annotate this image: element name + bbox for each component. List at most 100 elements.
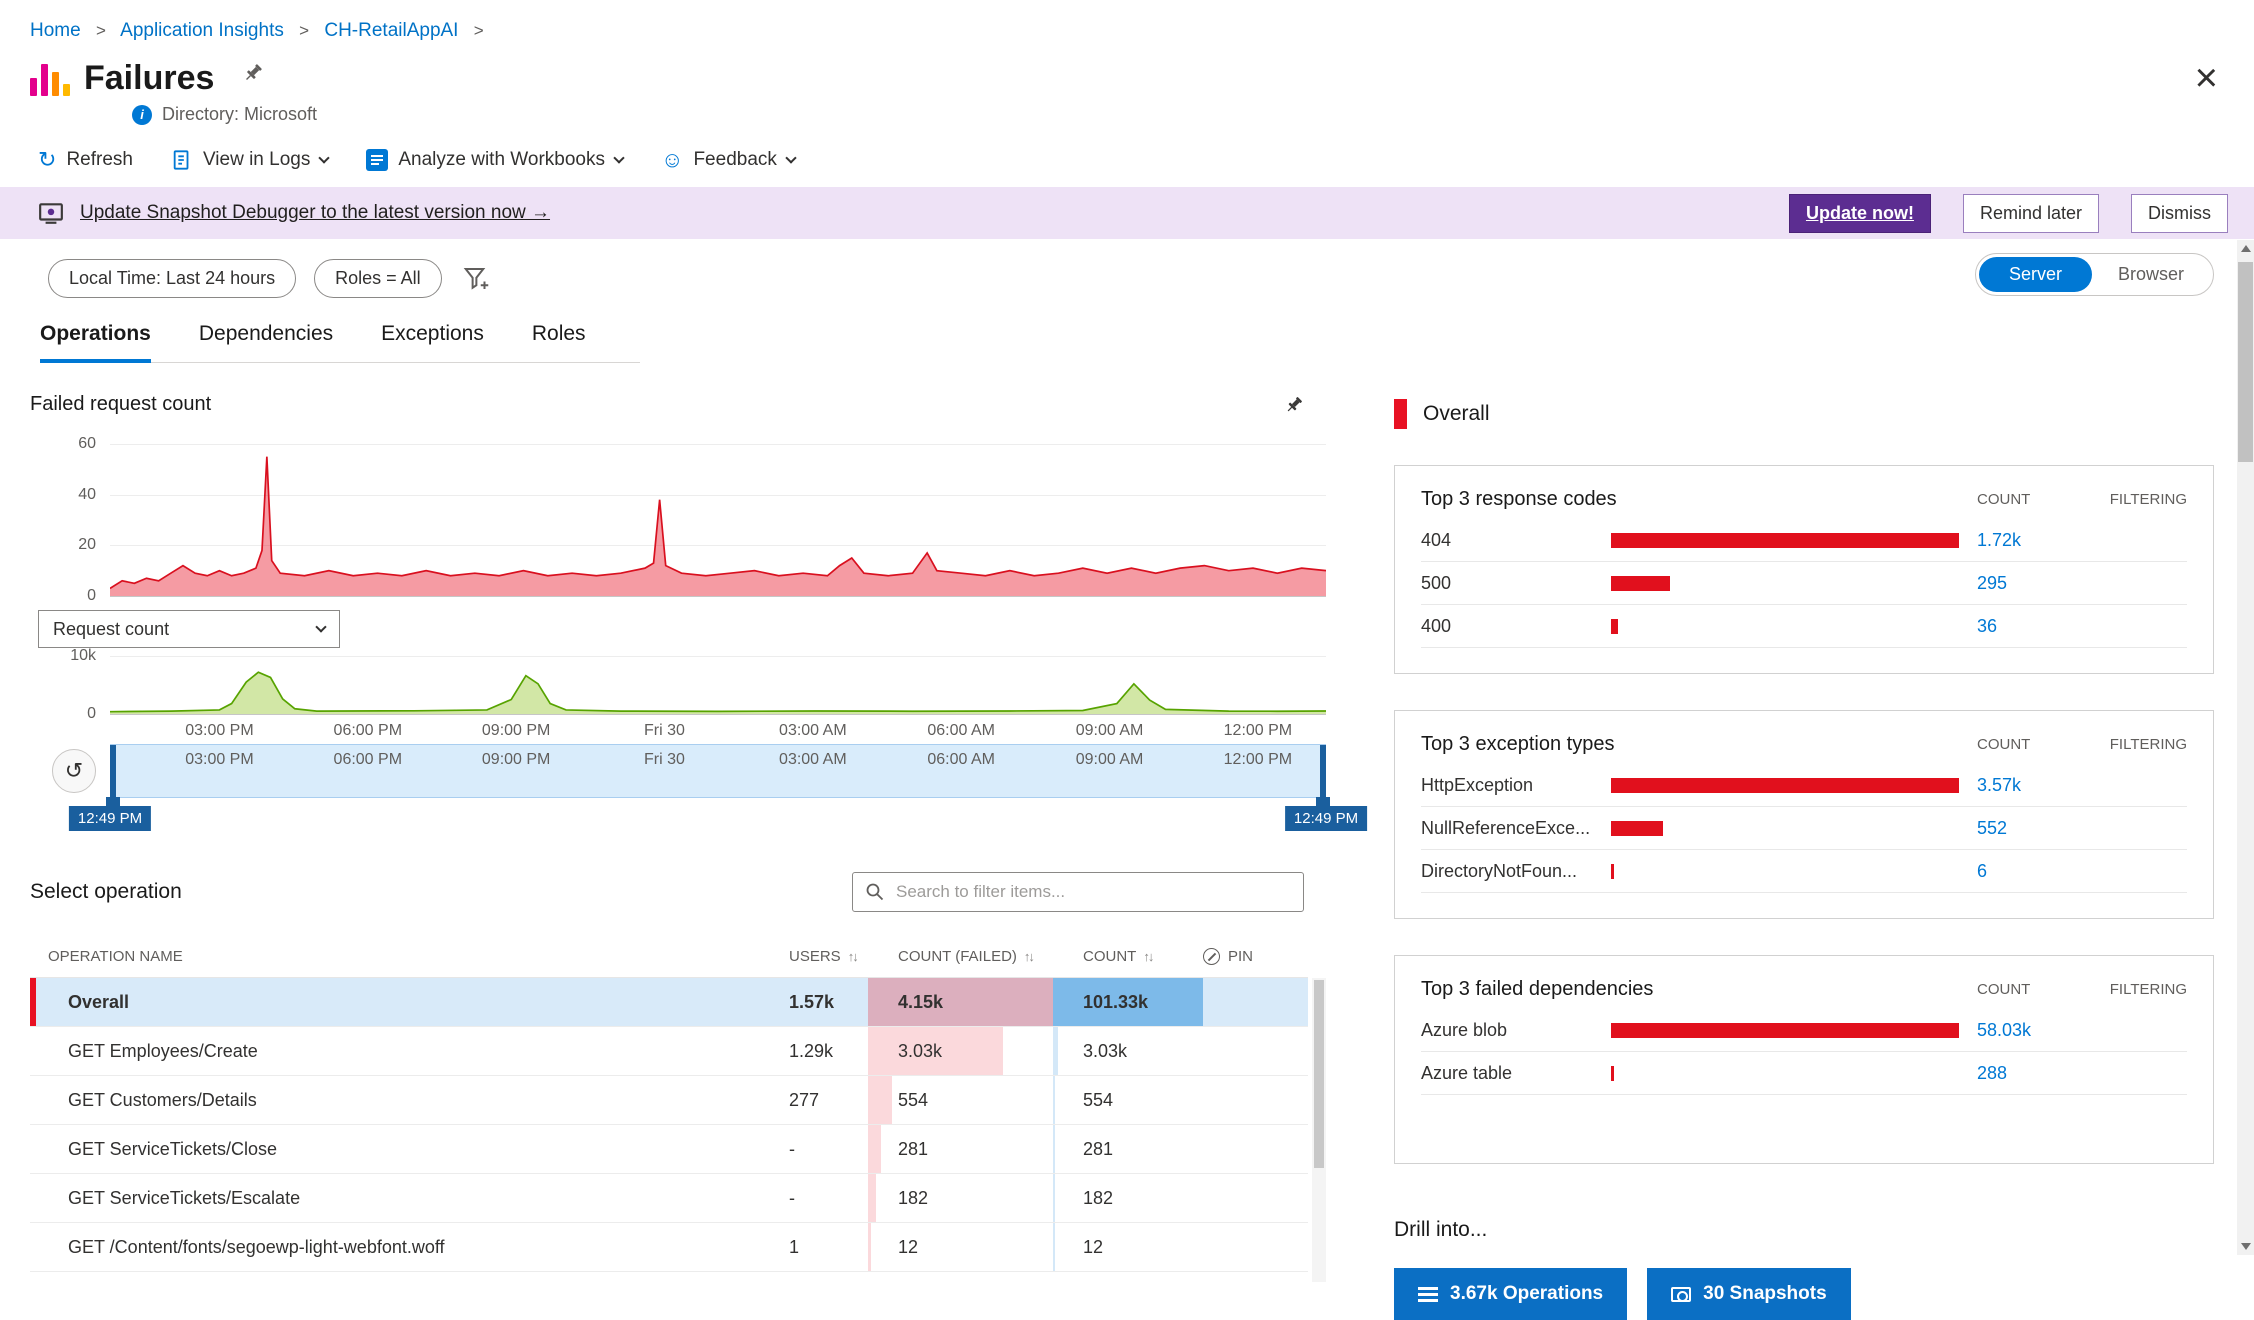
insight-row[interactable]: 500 295 [1421, 562, 2187, 605]
scroll-down-icon[interactable] [2237, 1238, 2254, 1255]
table-row[interactable]: GET ServiceTickets/Close - 281 281 [30, 1125, 1308, 1174]
tab-dependencies[interactable]: Dependencies [198, 322, 334, 345]
column-operation-name[interactable]: OPERATION NAME [48, 948, 183, 965]
insight-row[interactable]: Azure table 288 [1421, 1052, 2187, 1095]
reset-zoom-button[interactable]: ↺ [52, 749, 96, 793]
page-scrollbar-thumb[interactable] [2238, 262, 2253, 462]
insight-row[interactable]: 400 36 [1421, 605, 2187, 648]
metric-dropdown[interactable]: Request count [38, 610, 340, 648]
count-cell: 3.03k [1053, 1027, 1203, 1075]
directory-info: i Directory: Microsoft [132, 104, 2254, 125]
column-count[interactable]: COUNT ↑↓ [1083, 948, 1154, 965]
users-cell: 277 [789, 1089, 820, 1110]
insight-row-label: 404 [1421, 529, 1452, 550]
table-row[interactable]: Overall 1.57k 4.15k 101.33k [30, 978, 1308, 1027]
insight-row-label: Azure table [1421, 1062, 1513, 1083]
operation-name-cell: GET ServiceTickets/Escalate [68, 1187, 301, 1208]
time-range-filter-pill[interactable]: Local Time: Last 24 hours [48, 259, 297, 298]
table-row[interactable]: GET ServiceTickets/Escalate - 182 182 [30, 1174, 1308, 1223]
card-header: Top 3 exception types COUNT FILTERING [1421, 733, 2187, 756]
count-failed-cell: 4.15k [868, 978, 1053, 1026]
table-row[interactable]: GET Customers/Details 277 554 554 [30, 1076, 1308, 1125]
breadcrumb-resource[interactable]: CH-RetailAppAI [324, 20, 459, 41]
insight-bar [1611, 575, 1671, 591]
insight-row[interactable]: NullReferenceExce... 552 [1421, 807, 2187, 850]
reset-icon: ↺ [64, 758, 84, 783]
count-link[interactable]: 288 [1977, 1062, 2008, 1083]
count-link[interactable]: 552 [1977, 817, 2008, 838]
brush-handle-left[interactable] [106, 745, 120, 809]
count-link[interactable]: 36 [1977, 615, 1998, 636]
x-axis-tick: 03:00 PM [185, 722, 254, 739]
card-rows: HttpException 3.57k NullReferenceExce... 55… [1421, 764, 2187, 904]
count-link[interactable]: 295 [1977, 572, 2008, 593]
tab-operations[interactable]: Operations [40, 322, 151, 363]
update-snapshot-debugger-link[interactable]: Update Snapshot Debugger to the latest v… [80, 202, 551, 223]
table-scrollbar-thumb[interactable] [1314, 980, 1324, 1169]
breadcrumb-application-insights[interactable]: Application Insights [120, 20, 284, 41]
update-now-button[interactable]: Update now! [1788, 193, 1931, 233]
column-users[interactable]: USERS ↑↓ [789, 948, 859, 965]
drill-into-label: Drill into... [1394, 1218, 1488, 1241]
dismiss-button[interactable]: Dismiss [2131, 193, 2228, 233]
search-input[interactable] [894, 881, 1291, 903]
table-row[interactable]: GET Employees/Create 1.29k 3.03k 3.03k [30, 1027, 1308, 1076]
overall-header: Overall [1394, 399, 2214, 429]
chevron-down-icon [318, 151, 331, 164]
toggle-browser[interactable]: Browser [2117, 264, 2184, 284]
breadcrumb: Home > Application Insights > CH-RetailA… [0, 0, 2254, 42]
brush-handle-right[interactable] [1316, 745, 1330, 809]
count-link[interactable]: 3.57k [1977, 774, 2022, 795]
view-in-logs-button[interactable]: View in Logs [171, 149, 331, 171]
refresh-button[interactable]: ↻ Refresh [38, 149, 133, 171]
filtering-column-header: FILTERING [2109, 491, 2187, 508]
insight-bar-track [1611, 1065, 1977, 1081]
remind-later-button[interactable]: Remind later [1962, 193, 2099, 233]
feedback-button[interactable]: ☺ Feedback [661, 149, 797, 171]
insight-bar [1611, 820, 1664, 836]
main-content: Failed request count 60 40 20 0 Request cou… [0, 363, 2254, 1320]
pin-chart-icon[interactable] [1284, 395, 1304, 415]
close-icon[interactable]: × [2194, 56, 2218, 100]
request-count-chart: 10k 0 [30, 647, 1326, 722]
table-scrollbar[interactable] [1312, 978, 1326, 1282]
column-count-failed[interactable]: COUNT (FAILED) ↑↓ [898, 948, 1035, 965]
x-axis-tick: 09:00 AM [1075, 751, 1144, 768]
roles-filter-pill[interactable]: Roles = All [314, 259, 442, 298]
analyze-workbooks-button[interactable]: Analyze with Workbooks [366, 149, 625, 171]
x-axis-tick: 03:00 PM [185, 751, 254, 768]
brush-start-time: 12:49 PM [68, 806, 152, 831]
overall-legend-swatch [1394, 399, 1407, 429]
server-browser-toggle: Server Browser [1974, 253, 2214, 296]
count-link[interactable]: 6 [1977, 860, 1988, 881]
insight-row[interactable]: HttpException 3.57k [1421, 764, 2187, 807]
directory-label: Directory: Microsoft [162, 104, 318, 124]
toggle-server[interactable]: Server [1978, 257, 2092, 292]
tab-exceptions[interactable]: Exceptions [381, 322, 484, 345]
table-header: OPERATION NAME USERS ↑↓ COUNT (FAILED) ↑↓ … [30, 936, 1308, 978]
card-header: Top 3 response codes COUNT FILTERING [1421, 488, 2187, 511]
snapshots-drill-button[interactable]: 30 Snapshots [1647, 1268, 1851, 1320]
count-failed-cell: 554 [868, 1076, 1053, 1124]
insight-row[interactable]: DirectoryNotFoun... 6 [1421, 850, 2187, 893]
failed-request-count-title: Failed request count [30, 393, 212, 415]
scroll-up-icon[interactable] [2237, 240, 2254, 257]
insight-bar [1611, 618, 1618, 634]
page-scrollbar[interactable] [2237, 240, 2254, 1255]
pin-blade-icon[interactable] [242, 62, 264, 84]
tab-roles[interactable]: Roles [531, 322, 586, 345]
count-link[interactable]: 1.72k [1977, 529, 2022, 550]
metric-dropdown-value: Request count [53, 618, 170, 639]
insight-row[interactable]: Azure blob 58.03k [1421, 1009, 2187, 1052]
table-row[interactable]: GET /Content/fonts/segoewp-light-webfont… [30, 1223, 1308, 1272]
add-filter-icon[interactable] [462, 264, 492, 294]
y-axis-tick: 0 [87, 705, 96, 722]
count-link[interactable]: 58.03k [1977, 1019, 2032, 1040]
time-brush[interactable]: ↺ 03:00 PM 06:00 PM 09:00 PM Fri 30 03:00 AM… [52, 744, 1330, 809]
insight-row[interactable]: 404 1.72k [1421, 519, 2187, 562]
breadcrumb-home[interactable]: Home [30, 20, 81, 41]
column-pin[interactable]: PIN [1203, 948, 1308, 965]
gridline [110, 444, 1326, 445]
count-failed-cell: 12 [868, 1223, 1053, 1271]
operations-drill-button[interactable]: 3.67k Operations [1394, 1268, 1628, 1320]
